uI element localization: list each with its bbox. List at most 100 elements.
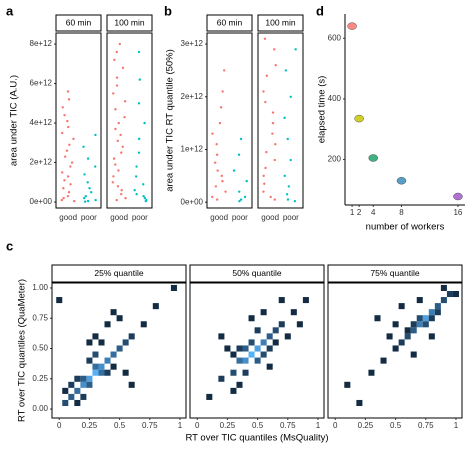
y-tick-label: 1e+12 [181,145,204,154]
x-tick-label: 4 [371,208,376,217]
bin [74,375,81,382]
facet-panel [106,32,153,209]
bin [266,363,273,370]
x-tick-label: poor [283,213,299,222]
x-tick-label: good [110,213,128,222]
point [347,22,357,30]
point [219,106,223,109]
facet-strip [189,264,325,283]
point [142,194,145,198]
point [137,151,141,154]
point [69,165,72,168]
point [283,116,286,120]
x-tick-label: 0.25 [82,421,98,430]
point [284,69,288,72]
point [124,196,127,200]
point [115,76,119,79]
x-tick-label: poor [81,213,97,222]
bin [428,309,435,316]
x-tick-label: 1 [316,421,321,430]
point [134,175,138,178]
point [289,95,292,98]
bin [242,345,249,352]
point [88,187,91,190]
bin [260,309,267,316]
y-tick-label: 3e+12 [181,39,204,48]
point [94,165,97,168]
point [211,132,214,135]
bin [236,381,243,388]
bin [140,321,147,328]
bin [374,315,381,322]
facet-panel [327,282,463,419]
bin [410,321,417,328]
bin [230,351,237,358]
point [114,108,117,111]
point [137,137,141,141]
x-tick-label: 0 [333,421,338,430]
point [265,150,268,154]
x-tick-label: 16 [453,208,462,217]
point [245,179,248,183]
y-tick-label: 0e+00 [30,197,53,206]
bin [248,315,255,322]
y-tick-label: 8e+12 [30,39,53,48]
bin [254,327,261,334]
x-tick-label: 0.75 [142,421,158,430]
bin [152,303,159,310]
bin [272,339,279,346]
bin [110,351,117,358]
y-tick-label: 0.50 [32,344,48,353]
point [239,198,243,201]
point [224,190,227,193]
panel-label: d [316,3,324,18]
bin [62,387,69,394]
point [112,175,115,178]
bin [92,333,99,340]
point [137,50,141,54]
point [285,193,289,196]
x-axis-title: RT over TIC quantiles (MsQuality) [185,433,328,444]
point [62,187,65,190]
point [286,198,290,201]
x-tick-label: 0.75 [280,421,296,430]
bin [428,315,435,322]
point [66,119,69,123]
facet-strip [55,14,102,32]
x-tick-label: 1 [178,421,183,430]
point [86,199,90,203]
point [222,69,226,72]
bin [278,321,285,328]
point [263,182,266,185]
point [61,106,64,109]
y-tick-label: 4e+12 [30,118,53,127]
point [70,161,74,164]
bin [266,333,273,340]
x-tick-label: 0.25 [220,421,236,430]
point [112,92,115,95]
point [72,137,75,141]
bin [248,351,255,358]
point [294,48,297,51]
bin [290,309,297,316]
point [453,192,463,201]
bin [440,297,447,304]
point [83,196,86,200]
bin [278,297,285,304]
point [269,195,272,199]
point [142,183,145,186]
bin [218,333,225,340]
y-axis-title: elapsed time (s) [317,76,328,144]
facet-strip [257,14,304,32]
y-tick-label: 0.75 [32,313,48,322]
bin [446,290,453,298]
bin [416,315,423,322]
point [289,158,292,162]
bin [248,339,255,346]
point [114,127,117,131]
facet-panel [55,32,102,209]
point [286,137,289,141]
bin [80,393,87,400]
y-tick-label: 400 [328,94,342,103]
point [111,181,115,184]
